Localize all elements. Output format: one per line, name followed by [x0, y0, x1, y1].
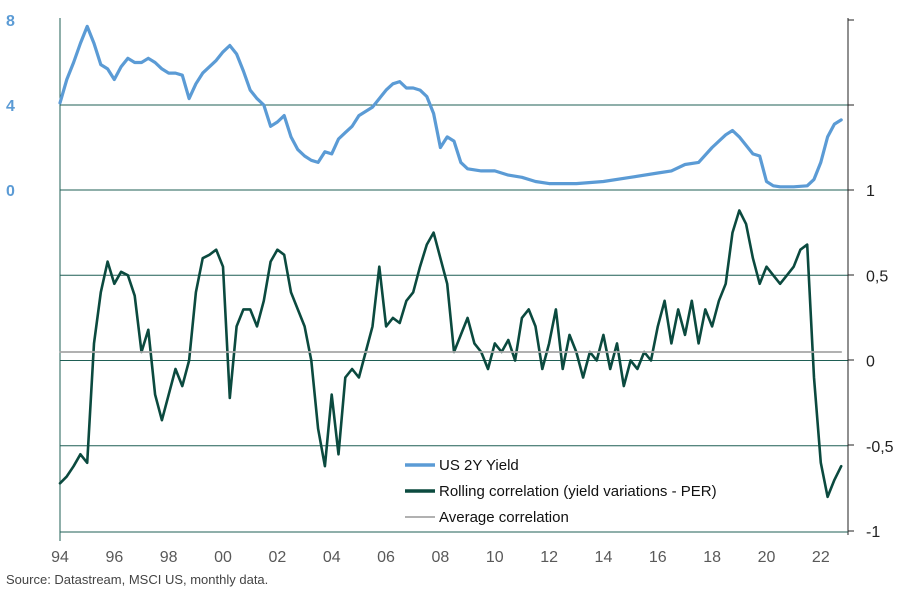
- left-tick-label: 8: [6, 13, 15, 30]
- right-tick-label: -1: [866, 524, 880, 541]
- yield-line: [58, 24, 843, 189]
- x-tick-label: 08: [432, 549, 450, 566]
- x-tick-label: 02: [268, 549, 286, 566]
- gridlines: [60, 104, 848, 447]
- x-tick-label: 00: [214, 549, 232, 566]
- x-tick-label: 96: [105, 549, 123, 566]
- legend: US 2Y Yield Rolling correlation (yield va…: [405, 457, 717, 526]
- right-tick-label: 0: [866, 354, 875, 371]
- x-tick-label: 12: [540, 549, 558, 566]
- legend-label: Average correlation: [439, 509, 569, 526]
- x-tick-label: 16: [649, 549, 667, 566]
- series-lines: [58, 24, 843, 499]
- x-tick-label: 10: [486, 549, 504, 566]
- legend-label: US 2Y Yield: [439, 457, 519, 474]
- x-tick-label: 98: [160, 549, 178, 566]
- x-tick-label: 18: [703, 549, 721, 566]
- correlation-line: [58, 209, 843, 499]
- right-tick-label: 1: [866, 183, 875, 200]
- left-tick-label: 4: [6, 98, 15, 115]
- legend-label: Rolling correlation (yield variations - …: [439, 483, 717, 500]
- left-tick-label: 0: [6, 183, 15, 200]
- x-tick-label: 04: [323, 549, 341, 566]
- right-tick-label: 0,5: [866, 268, 888, 285]
- tick-labels: 94 96 98 00 02 04 06 08 10 12 14 16 18 20 2204810,50-0…: [6, 13, 894, 566]
- x-tick-label: 94: [51, 549, 69, 566]
- axes: [59, 18, 854, 541]
- x-tick-label: 22: [812, 549, 830, 566]
- right-tick-label: -0,5: [866, 439, 894, 456]
- source-note: Source: Datastream, MSCI US, monthly dat…: [6, 572, 269, 587]
- x-tick-label: 20: [758, 549, 776, 566]
- x-tick-label: 14: [595, 549, 613, 566]
- x-tick-label: 06: [377, 549, 395, 566]
